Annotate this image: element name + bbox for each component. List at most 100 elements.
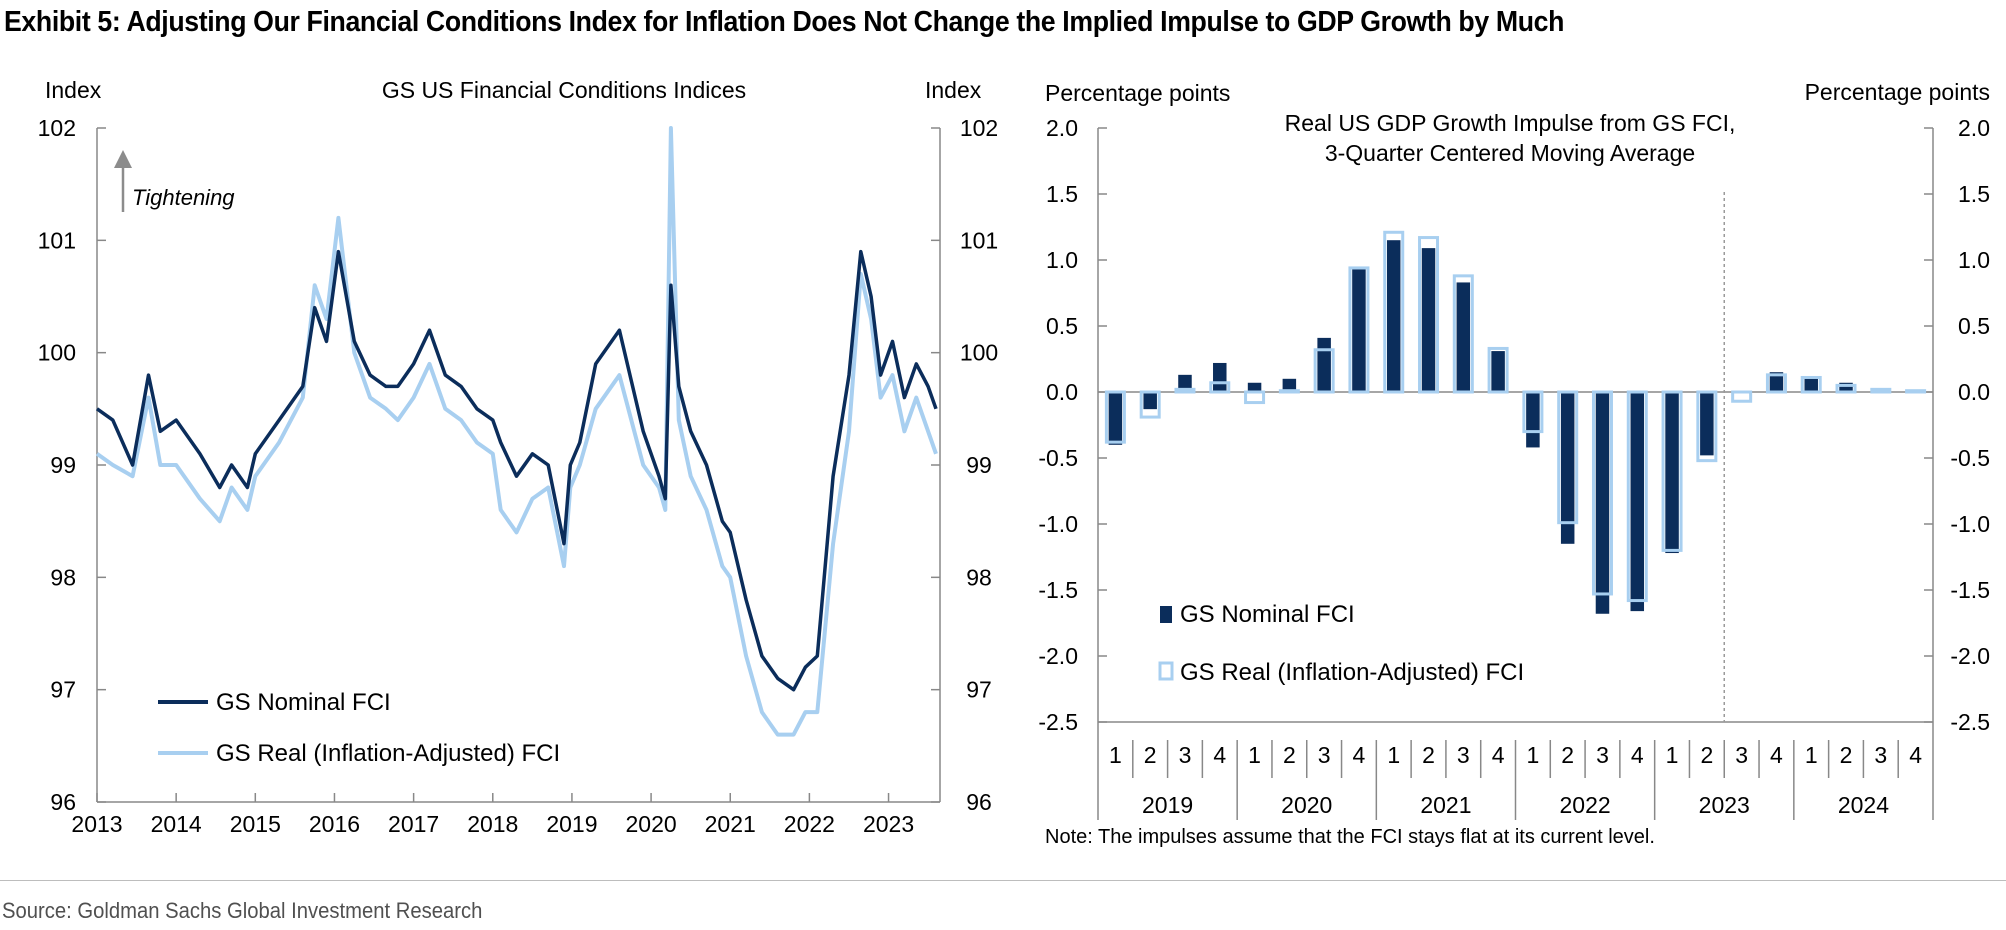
- impulse-axes: -2.5 -2.5 -2.0 -2.0 -1.5 -1.5 -1.0 -1.0 -0.5 -0.5…: [1038, 115, 1990, 820]
- bar-real: [1870, 387, 1892, 394]
- bar-nominal: [1630, 392, 1645, 612]
- bar-nominal: [1560, 392, 1575, 544]
- impulse-legend: GS Nominal FCI GS Real (Inflation-Adjust…: [1158, 601, 1524, 686]
- fci-legend: GS Nominal FCI GS Real (Inflation-Adjust…: [158, 689, 560, 767]
- bar-nominal: [1178, 374, 1192, 392]
- bar-real: [1835, 383, 1857, 394]
- bar-nominal: [1804, 376, 1818, 392]
- impulse-quarter-label: 3: [1457, 742, 1470, 768]
- fci-y-tick-label-right: 99: [966, 452, 992, 478]
- fci-y-tick-label-right: 97: [966, 677, 992, 703]
- source-note: Source: Goldman Sachs Global Investment …: [2, 898, 483, 923]
- bar-real: [1174, 387, 1196, 394]
- fci-y-tick-label: 99: [50, 452, 76, 478]
- impulse-year-label: 2020: [1281, 792, 1332, 818]
- bar-real: [1313, 348, 1335, 394]
- fci-x-tick-label: 2018: [467, 811, 518, 837]
- legend-label-real-bar: GS Real (Inflation-Adjusted) FCI: [1180, 659, 1524, 686]
- impulse-y-tick-label-right: 1.0: [1958, 247, 1990, 273]
- fci-y-tick-label: 100: [38, 340, 76, 366]
- bar-nominal: [1213, 362, 1227, 392]
- fci-x-tick-label: 2015: [230, 811, 281, 837]
- footer-divider: [0, 880, 2006, 881]
- impulse-quarter-label: 3: [1318, 742, 1331, 768]
- fci-x-tick-label: 2022: [784, 811, 835, 837]
- legend-swatch-real-bar: [1158, 661, 1174, 681]
- bar-real: [1348, 266, 1370, 394]
- impulse-year-label: 2022: [1559, 792, 1610, 818]
- impulse-chart-subtitle: 3-Quarter Centered Moving Average: [1325, 140, 1695, 166]
- bar-real: [1905, 389, 1927, 394]
- impulse-y-tick-label: 2.0: [1046, 115, 1078, 141]
- tightening-annotation: Tightening: [132, 185, 235, 210]
- bar-real: [1731, 390, 1753, 403]
- exhibit-title: Exhibit 5: Adjusting Our Financial Condi…: [4, 6, 1565, 38]
- impulse-y-tick-label: -2.0: [1038, 643, 1078, 669]
- impulse-right-axis-label: Percentage points: [1805, 79, 1990, 105]
- tightening-arrowhead-icon: [114, 150, 132, 168]
- bar-nominal: [1247, 382, 1262, 392]
- bar-nominal: [1769, 372, 1784, 392]
- impulse-y-tick-label-right: -2.0: [1950, 643, 1990, 669]
- impulse-y-tick-label: 1.5: [1046, 181, 1078, 207]
- fci-real-line: [95, 126, 938, 737]
- legend-label-real: GS Real (Inflation-Adjusted) FCI: [216, 740, 560, 767]
- fci-y-tick-label: 97: [50, 677, 76, 703]
- impulse-y-tick-label-right: -1.5: [1950, 577, 1990, 603]
- bar-nominal: [1595, 392, 1610, 614]
- legend-swatch-nominal-bar: [1160, 606, 1172, 623]
- fci-y-tick-label-right: 98: [966, 564, 992, 590]
- bar-real: [1278, 389, 1300, 394]
- impulse-chart-title: Real US GDP Growth Impulse from GS FCI,: [1285, 110, 1736, 136]
- fci-line-chart: GS US Financial Conditions Indices Index…: [38, 77, 999, 837]
- impulse-year-label: 2021: [1420, 792, 1471, 818]
- impulse-y-tick-label: 0.5: [1046, 313, 1078, 339]
- impulse-year-label: 2023: [1699, 792, 1750, 818]
- impulse-quarter-label: 1: [1387, 742, 1400, 768]
- impulse-quarter-label: 3: [1179, 742, 1192, 768]
- bar-nominal: [1108, 392, 1123, 445]
- impulse-quarter-label: 2: [1283, 742, 1296, 768]
- fci-x-tick-label: 2014: [151, 811, 202, 837]
- legend-label-nominal-bar: GS Nominal FCI: [1180, 601, 1355, 628]
- bar-nominal: [1282, 378, 1297, 392]
- impulse-quarter-label: 4: [1631, 742, 1644, 768]
- impulse-bars: [1104, 230, 1927, 614]
- bar-real: [1800, 375, 1822, 394]
- bar-real: [1522, 390, 1544, 434]
- bar-real: [1244, 390, 1266, 405]
- impulse-y-tick-label-right: -0.5: [1950, 445, 1990, 471]
- fci-right-axis-label: Index: [925, 77, 982, 103]
- impulse-year-label: 2024: [1838, 792, 1889, 818]
- bar-real: [1765, 373, 1787, 394]
- fci-x-tick-label: 2021: [705, 811, 756, 837]
- impulse-quarter-label: 2: [1561, 742, 1574, 768]
- bar-real: [1104, 390, 1126, 444]
- fci-y-tick-label-right: 100: [960, 340, 998, 366]
- impulse-quarter-label: 1: [1805, 742, 1818, 768]
- impulse-quarter-label: 1: [1666, 742, 1679, 768]
- impulse-quarter-label: 2: [1422, 742, 1435, 768]
- impulse-quarter-label: 4: [1353, 742, 1366, 768]
- impulse-quarter-label: 4: [1770, 742, 1783, 768]
- bar-real: [1557, 390, 1579, 525]
- fci-y-tick-label: 96: [50, 789, 76, 815]
- bar-nominal: [1386, 240, 1401, 392]
- impulse-y-tick-label-right: 0.5: [1958, 313, 1990, 339]
- fci-y-tick-label-right: 96: [966, 789, 992, 815]
- bar-real: [1139, 390, 1161, 419]
- impulse-quarter-label: 4: [1213, 742, 1226, 768]
- bar-nominal: [1317, 337, 1331, 392]
- impulse-quarter-label: 1: [1248, 742, 1261, 768]
- impulse-y-tick-label: -0.5: [1038, 445, 1078, 471]
- impulse-y-tick-label: 1.0: [1046, 247, 1078, 273]
- bar-real: [1591, 390, 1613, 596]
- impulse-quarter-label: 3: [1596, 742, 1609, 768]
- impulse-y-tick-label: -2.5: [1038, 709, 1078, 735]
- impulse-y-tick-label: 0.0: [1046, 379, 1078, 405]
- impulse-left-axis-label: Percentage points: [1045, 80, 1230, 106]
- impulse-quarter-label: 2: [1144, 742, 1157, 768]
- fci-x-tick-label: 2013: [71, 811, 122, 837]
- impulse-y-tick-label: -1.5: [1038, 577, 1078, 603]
- impulse-quarter-label: 4: [1492, 742, 1505, 768]
